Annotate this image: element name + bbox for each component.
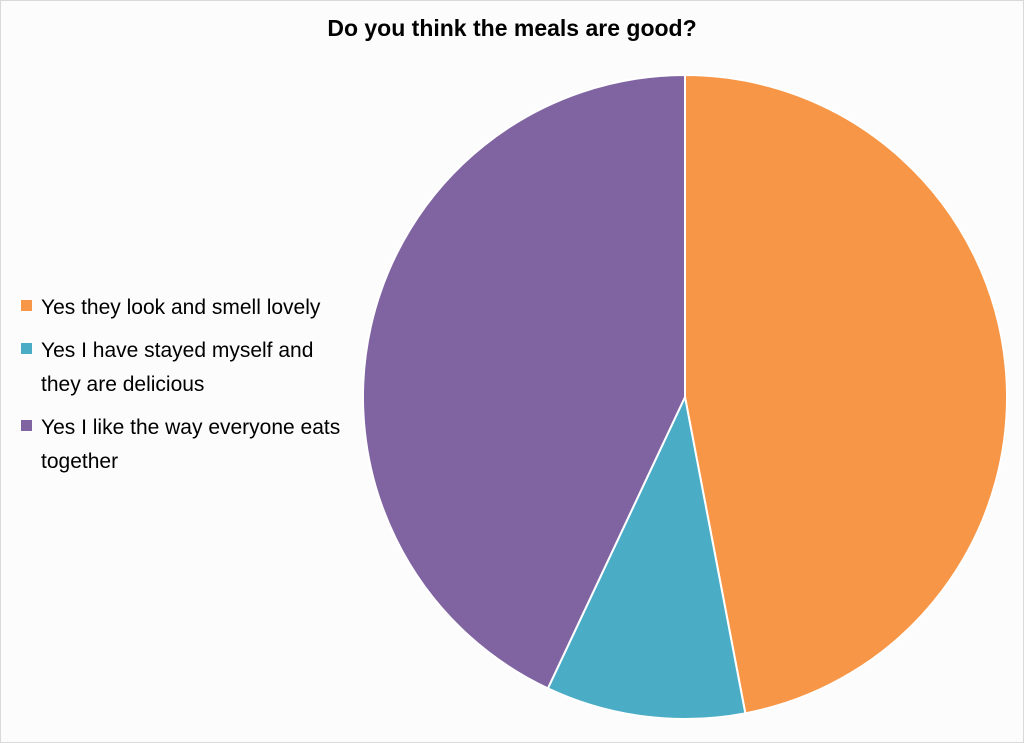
legend-label: Yes I like the way everyone eats togethe… bbox=[41, 416, 341, 473]
legend-label: Yes they look and smell lovely bbox=[41, 296, 321, 319]
legend-label: Yes I have stayed myself and they are de… bbox=[41, 339, 314, 396]
pie-slices bbox=[362, 73, 1009, 720]
chart-legend: Yes they look and smell lovely Yes I hav… bbox=[21, 291, 356, 488]
legend-item: Yes they look and smell lovely bbox=[21, 291, 356, 325]
legend-swatch bbox=[21, 343, 32, 354]
pie-slice bbox=[362, 73, 686, 690]
pie-slice bbox=[546, 393, 747, 720]
chart-title: Do you think the meals are good? bbox=[327, 15, 697, 41]
pie-slice bbox=[684, 73, 1009, 715]
legend-swatch bbox=[21, 420, 32, 431]
legend-swatch bbox=[21, 300, 32, 311]
legend-item: Yes I like the way everyone eats togethe… bbox=[21, 411, 356, 479]
legend-item: Yes I have stayed myself and they are de… bbox=[21, 334, 356, 402]
